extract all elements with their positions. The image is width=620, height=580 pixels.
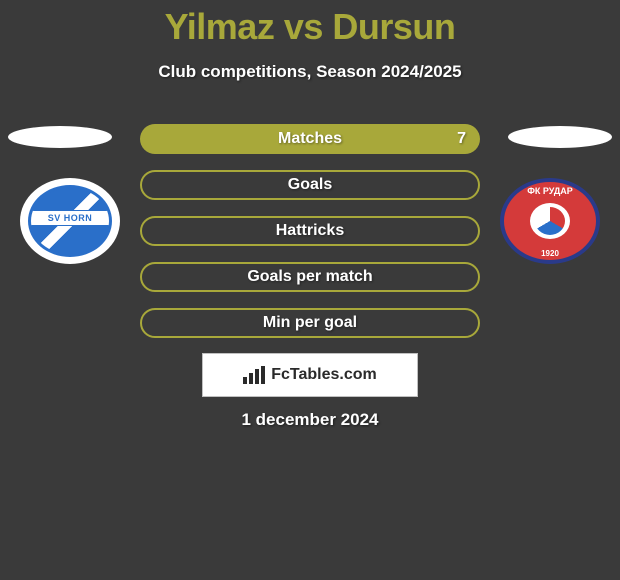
left-player-oval: [8, 126, 112, 148]
stat-label: Min per goal: [263, 314, 357, 332]
date-text: 1 december 2024: [0, 410, 620, 430]
fctables-text: FcTables.com: [271, 366, 377, 384]
stat-label: Goals per match: [247, 268, 372, 286]
stat-row-hattricks: Hattricks: [140, 216, 480, 246]
stat-row-matches: Matches 7: [140, 124, 480, 154]
stat-label: Goals: [288, 176, 332, 194]
stat-label: Matches: [278, 130, 342, 148]
rudar-logo-icon: ФК РУДАР 1920: [500, 178, 600, 264]
fctables-badge[interactable]: FcTables.com: [202, 353, 418, 397]
stats-container: Matches 7 Goals Hattricks Goals per matc…: [140, 124, 480, 354]
right-player-oval: [508, 126, 612, 148]
left-team-logo: SV HORN: [20, 178, 120, 264]
rudar-top-text: ФК РУДАР: [504, 186, 596, 196]
right-team-logo: ФК РУДАР 1920: [500, 178, 600, 264]
horn-banner-text: SV HORN: [28, 210, 112, 226]
horn-logo-icon: SV HORN: [20, 178, 120, 264]
stat-row-gpm: Goals per match: [140, 262, 480, 292]
stat-value-right: 7: [457, 130, 466, 148]
stat-row-mpg: Min per goal: [140, 308, 480, 338]
page-title: Yilmaz vs Dursun: [0, 0, 620, 48]
stat-row-goals: Goals: [140, 170, 480, 200]
swirl-icon: [535, 207, 565, 235]
bar-chart-icon: [243, 366, 265, 384]
page-subtitle: Club competitions, Season 2024/2025: [0, 62, 620, 82]
rudar-bottom-text: 1920: [504, 249, 596, 258]
stat-label: Hattricks: [276, 222, 344, 240]
